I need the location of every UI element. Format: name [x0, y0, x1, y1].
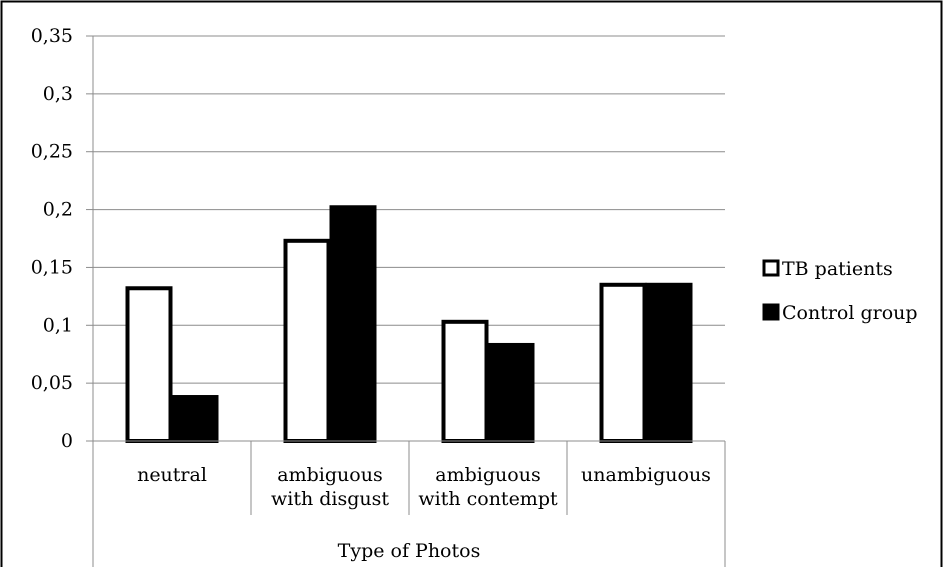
- x-tick-label: with contempt: [418, 488, 558, 510]
- bar-control-group: [645, 282, 693, 443]
- y-tick-label: 0,25: [31, 141, 73, 163]
- bar-tb-patients: [599, 282, 647, 443]
- y-tick-label: 0,05: [31, 372, 73, 394]
- y-tick-label: 0,15: [31, 256, 73, 278]
- x-axis-title: Type of Photos: [338, 540, 481, 562]
- bar-tb-patients: [441, 319, 489, 444]
- y-tick-label: 0: [61, 430, 73, 452]
- x-tick-label: ambiguous: [435, 464, 540, 486]
- legend-swatch: [762, 303, 780, 321]
- bar-control-group: [487, 342, 535, 444]
- x-tick-label: with disgust: [271, 488, 389, 510]
- y-tick-label: 0,2: [43, 199, 73, 221]
- bar-tb-patients: [125, 286, 173, 443]
- y-tick-label: 0,1: [43, 314, 73, 336]
- bar-tb-patients: [283, 238, 331, 443]
- y-axis-ticks: 0 0,05 0,1 0,15 0,2 0,25 0,3 0,35: [31, 25, 94, 452]
- legend-label: Control group: [782, 302, 918, 324]
- x-tick-label: ambiguous: [277, 464, 382, 486]
- x-tick-label: unambiguous: [581, 464, 711, 486]
- legend-swatch: [762, 259, 780, 277]
- bar-control-group: [171, 395, 219, 443]
- y-tick-label: 0,3: [43, 83, 73, 105]
- y-tick-label: 0,35: [31, 25, 73, 47]
- bar-control-group: [329, 205, 377, 443]
- legend: TB patients Control group: [762, 258, 918, 324]
- bars: [125, 205, 693, 444]
- legend-label: TB patients: [782, 258, 893, 280]
- x-tick-label: neutral: [137, 464, 207, 486]
